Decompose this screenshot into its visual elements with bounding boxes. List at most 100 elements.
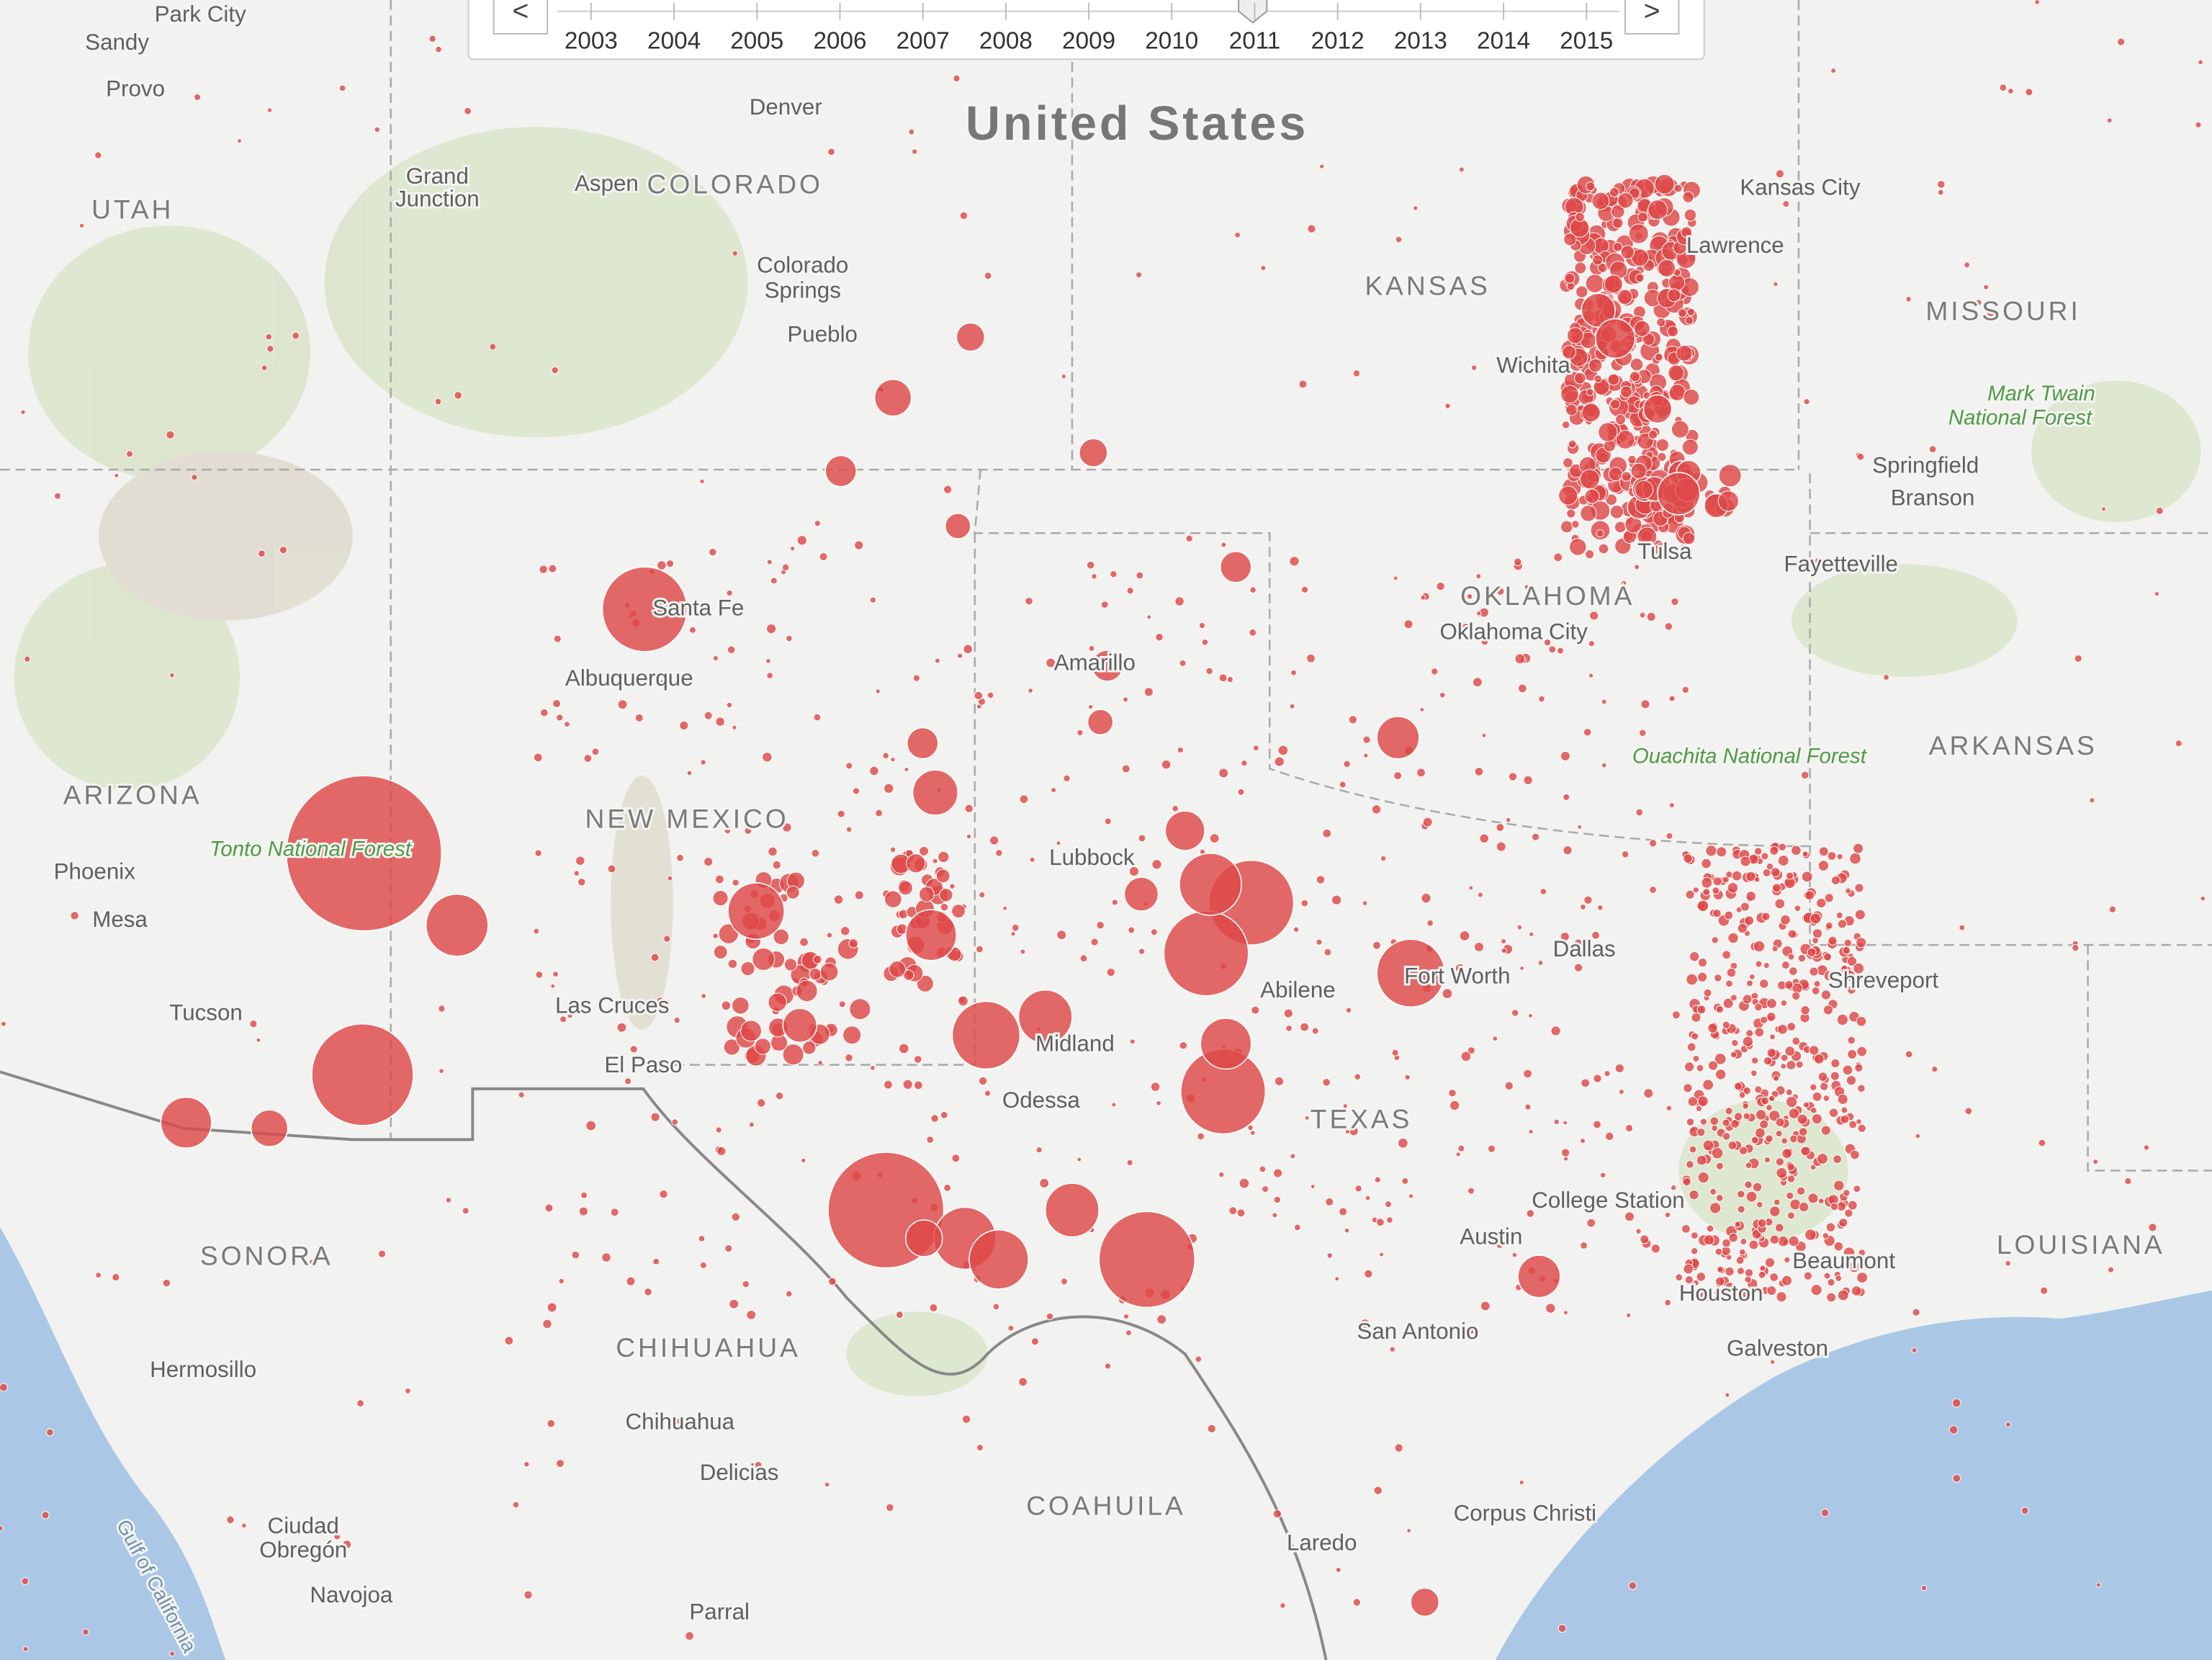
earthquake-marker[interactable] (548, 564, 557, 573)
earthquake-marker[interactable] (1247, 1124, 1254, 1131)
earthquake-marker[interactable] (1750, 1069, 1758, 1077)
earthquake-marker[interactable] (1604, 1070, 1611, 1077)
earthquake-marker[interactable] (1809, 1345, 1817, 1354)
earthquake-marker[interactable] (1376, 938, 1445, 1008)
earthquake-marker[interactable] (534, 849, 542, 857)
earthquake-marker[interactable] (1251, 1005, 1260, 1015)
earthquake-marker[interactable] (266, 107, 273, 113)
earthquake-marker[interactable] (1326, 1252, 1333, 1259)
earthquake-marker[interactable] (772, 860, 781, 870)
earthquake-marker[interactable] (845, 762, 853, 770)
earthquake-marker[interactable] (1061, 1278, 1069, 1286)
earthquake-marker[interactable] (1777, 1023, 1788, 1035)
earthquake-marker[interactable] (1681, 1224, 1691, 1234)
earthquake-marker[interactable] (943, 485, 953, 494)
earthquake-marker[interactable] (1696, 1005, 1707, 1015)
earthquake-marker[interactable] (1205, 667, 1213, 675)
earthquake-marker[interactable] (1448, 1088, 1457, 1098)
earthquake-marker[interactable] (2143, 1144, 2150, 1151)
earthquake-marker[interactable] (601, 1252, 611, 1262)
earthquake-marker[interactable] (1744, 915, 1755, 926)
earthquake-marker[interactable] (1273, 1168, 1283, 1178)
earthquake-marker[interactable] (1822, 1232, 1830, 1239)
earthquake-marker[interactable] (374, 126, 381, 133)
earthquake-marker[interactable] (1715, 1005, 1725, 1014)
earthquake-marker[interactable] (884, 1080, 893, 1090)
earthquake-marker[interactable] (1548, 645, 1557, 654)
earthquake-marker[interactable] (1696, 1064, 1704, 1072)
earthquake-marker[interactable] (1833, 1180, 1845, 1191)
earthquake-marker[interactable] (22, 1646, 29, 1652)
earthquake-marker[interactable] (1100, 601, 1109, 609)
earthquake-marker[interactable] (726, 589, 733, 597)
earthquake-marker[interactable] (1791, 991, 1801, 1001)
earthquake-marker[interactable] (1824, 893, 1834, 903)
earthquake-marker[interactable] (580, 1191, 588, 1199)
earthquake-marker[interactable] (1393, 575, 1398, 581)
earthquake-marker[interactable] (1699, 1291, 1711, 1303)
earthquake-marker[interactable] (1374, 1176, 1381, 1183)
earthquake-marker[interactable] (1815, 557, 1822, 565)
earthquake-marker[interactable] (1550, 1026, 1561, 1036)
earthquake-marker[interactable] (1289, 703, 1295, 709)
earthquake-marker[interactable] (1581, 292, 1617, 328)
earthquake-marker[interactable] (796, 535, 807, 546)
earthquake-marker[interactable] (721, 1000, 732, 1011)
earthquake-marker[interactable] (1696, 1154, 1707, 1166)
earthquake-marker[interactable] (848, 938, 859, 948)
earthquake-marker[interactable] (547, 1302, 557, 1313)
earthquake-marker[interactable] (2198, 59, 2203, 66)
earthquake-marker[interactable] (1830, 1202, 1839, 1211)
earthquake-marker[interactable] (1742, 1036, 1754, 1047)
earthquake-marker[interactable] (1300, 586, 1309, 593)
earthquake-marker[interactable] (1617, 289, 1633, 305)
earthquake-marker[interactable] (652, 1257, 660, 1265)
earthquake-marker[interactable] (790, 546, 796, 552)
earthquake-marker[interactable] (1761, 912, 1771, 921)
earthquake-marker[interactable] (1431, 668, 1439, 676)
earthquake-marker[interactable] (1635, 273, 1645, 283)
earthquake-marker[interactable] (0, 1383, 8, 1392)
earthquake-marker[interactable] (610, 1208, 619, 1217)
earthquake-marker[interactable] (1391, 1049, 1399, 1056)
earthquake-marker[interactable] (1948, 1425, 1959, 1435)
earthquake-marker[interactable] (1820, 1082, 1829, 1091)
earthquake-marker[interactable] (1290, 669, 1297, 676)
earthquake-marker[interactable] (1840, 964, 1848, 973)
citie-label[interactable]: Las Cruces (553, 991, 671, 1020)
earthquake-marker[interactable] (1809, 1083, 1817, 1091)
earthquake-marker[interactable] (1836, 1013, 1849, 1026)
earthquake-marker[interactable] (1664, 1211, 1671, 1219)
earthquake-marker[interactable] (1545, 1303, 1556, 1314)
earthquake-marker[interactable] (1523, 1069, 1532, 1079)
earthquake-marker[interactable] (1398, 1137, 1408, 1149)
earthquake-marker[interactable] (1143, 687, 1154, 697)
earthquake-marker[interactable] (1715, 1276, 1725, 1287)
earthquake-marker[interactable] (650, 953, 660, 962)
earthquake-marker[interactable] (1588, 673, 1594, 678)
earthquake-marker[interactable] (786, 634, 793, 642)
earthquake-marker[interactable] (744, 827, 752, 835)
earthquake-marker[interactable] (1523, 775, 1533, 785)
earthquake-marker[interactable] (1091, 650, 1124, 682)
earthquake-marker[interactable] (1474, 767, 1484, 776)
citie-label[interactable]: San Antonio (1355, 1316, 1481, 1346)
earthquake-marker[interactable] (875, 809, 883, 817)
earthquake-marker[interactable] (1379, 1252, 1385, 1257)
earthquake-marker[interactable] (1136, 571, 1144, 580)
earthquake-marker[interactable] (1689, 1145, 1697, 1154)
earthquake-marker[interactable] (1654, 352, 1663, 362)
earthquake-marker[interactable] (1728, 1232, 1739, 1243)
earthquake-marker[interactable] (1788, 966, 1798, 976)
earthquake-marker[interactable] (1609, 187, 1619, 197)
earthquake-marker[interactable] (813, 713, 822, 722)
citie-label[interactable]: Denver (747, 92, 824, 122)
earthquake-marker[interactable] (533, 753, 543, 763)
earthquake-marker[interactable] (1727, 882, 1739, 894)
earthquake-marker[interactable] (838, 1000, 846, 1008)
earthquake-marker[interactable] (1804, 1229, 1817, 1241)
earthquake-marker[interactable] (1858, 974, 1866, 982)
earthquake-marker[interactable] (95, 1272, 102, 1278)
earthquake-marker[interactable] (1686, 973, 1698, 986)
earthquake-marker[interactable] (1854, 883, 1864, 893)
